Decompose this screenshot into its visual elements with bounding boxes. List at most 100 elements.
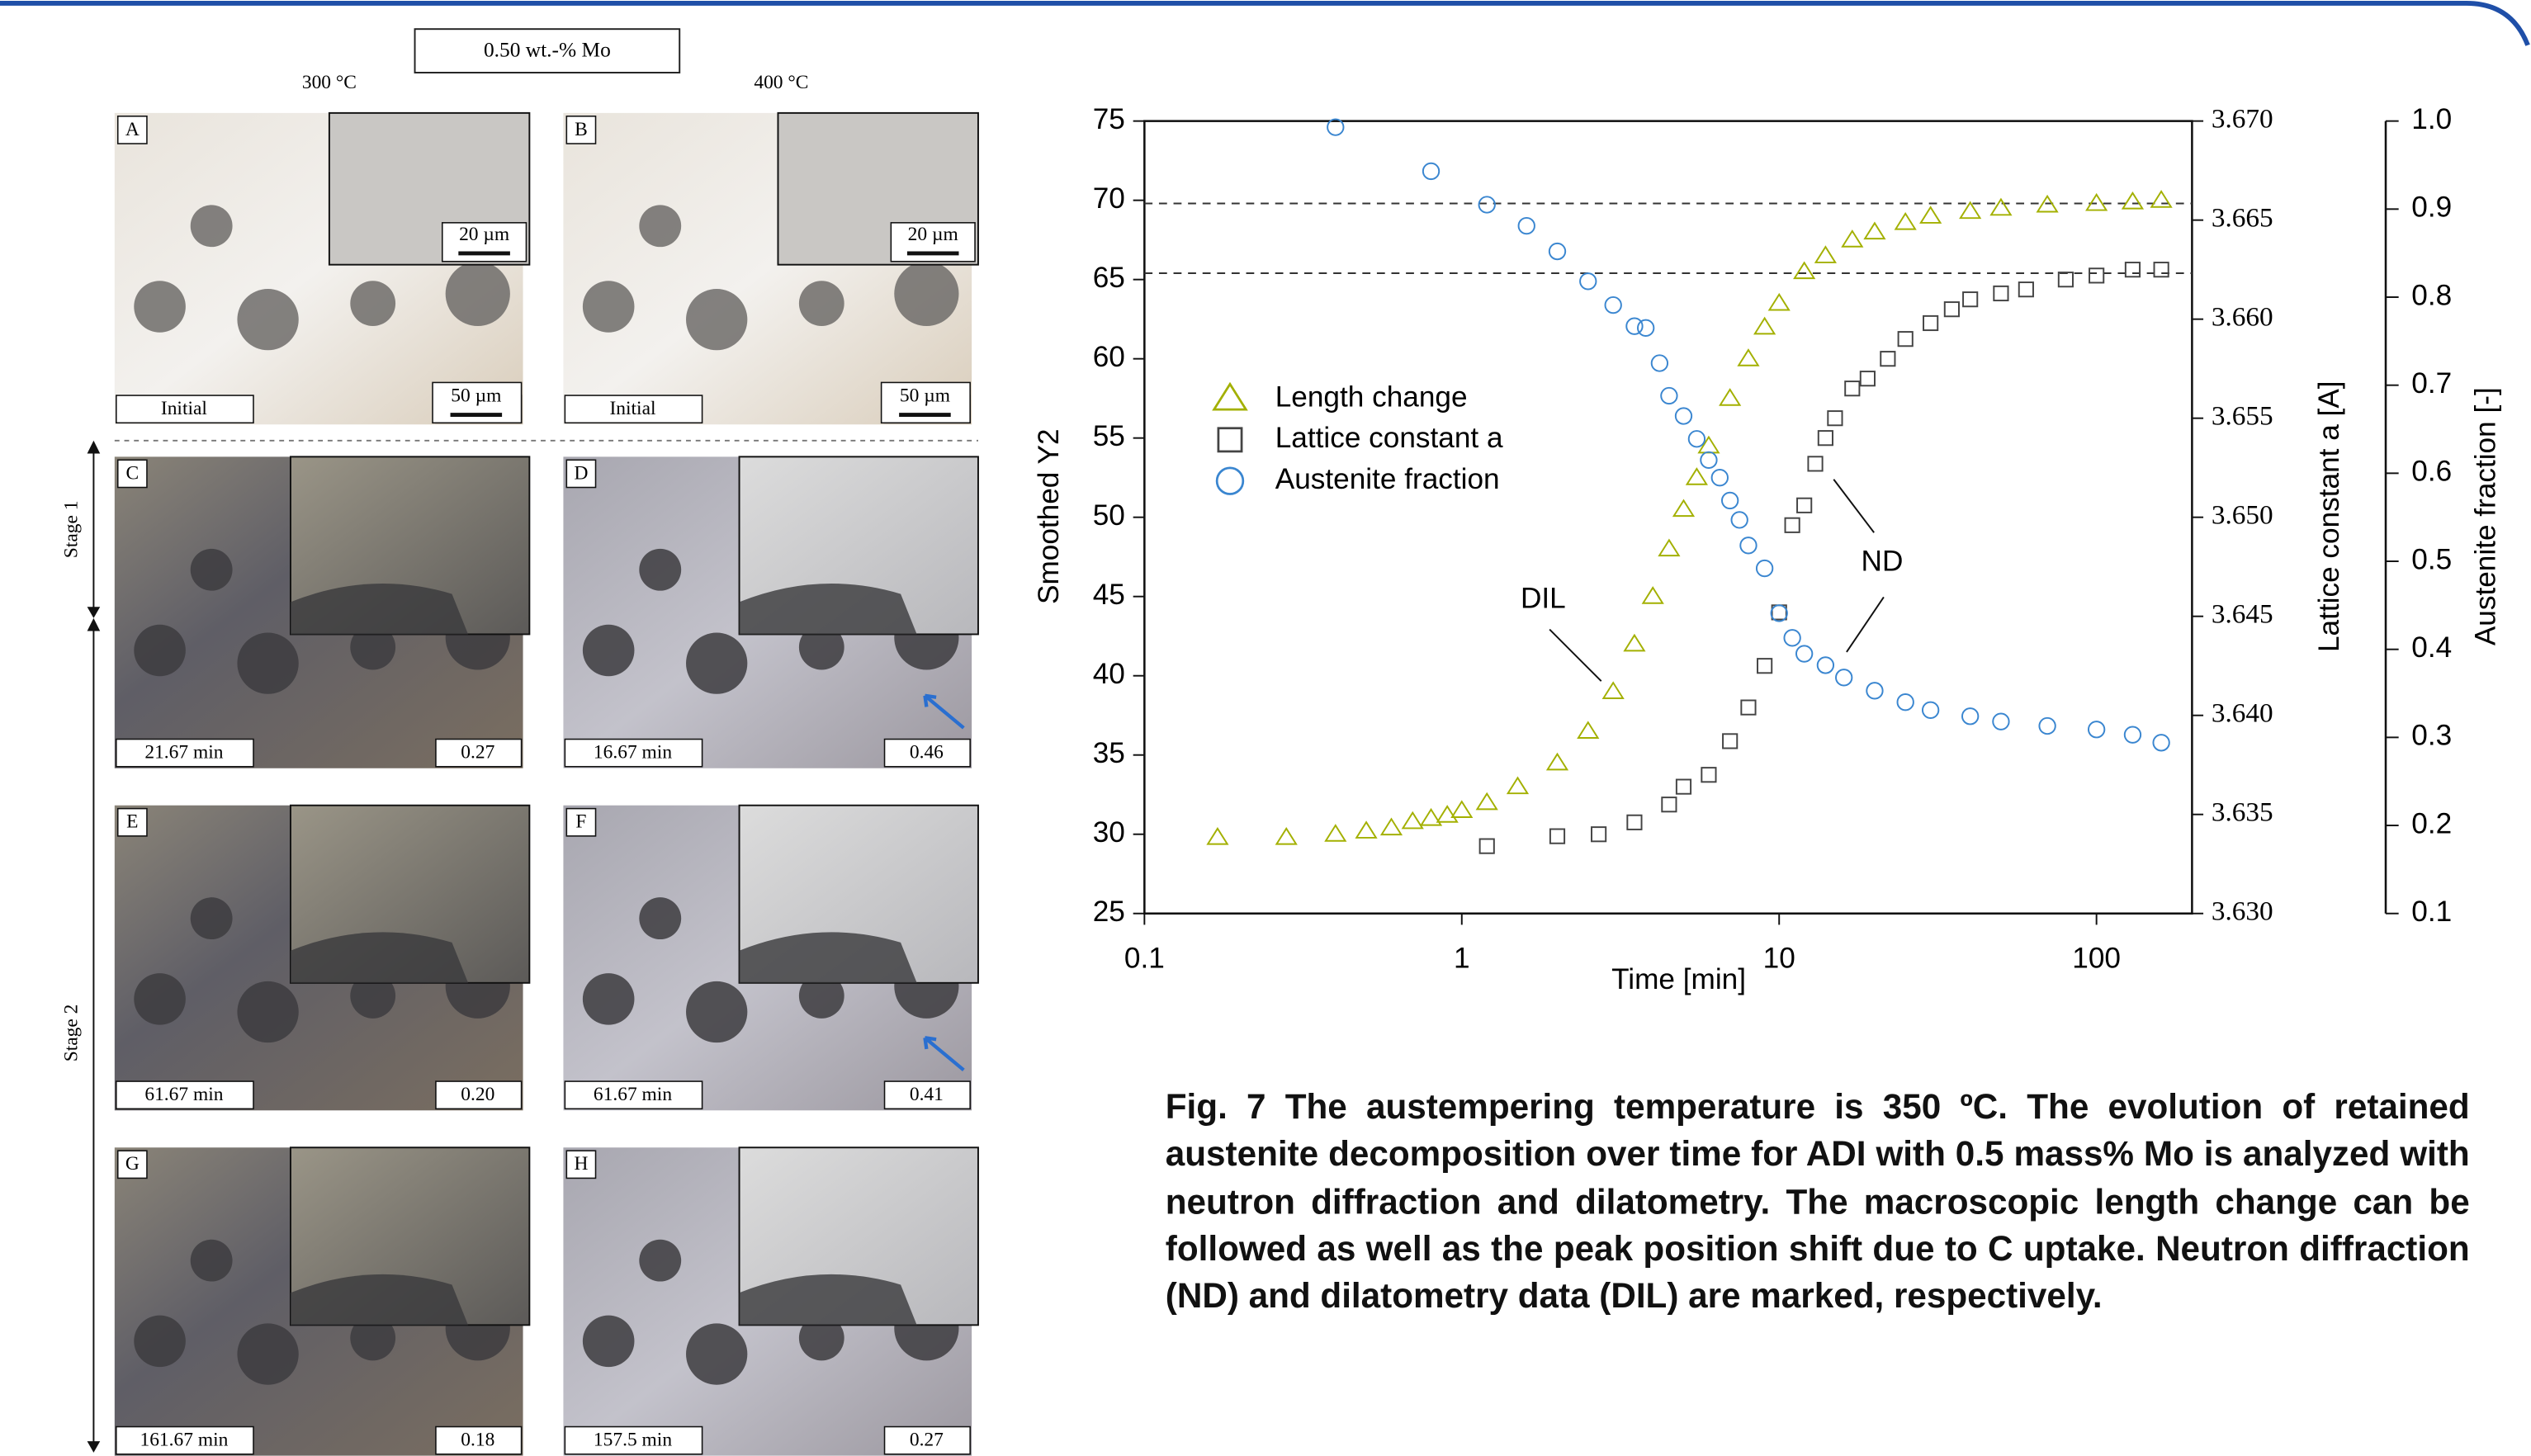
y-tick-label: 55: [1093, 420, 1125, 452]
inset-dark-region: [290, 932, 469, 983]
data-point: [1739, 537, 1758, 555]
micrograph-panel: D 16.67 min 0.46: [563, 456, 979, 768]
legend-label: Austenite fraction: [1275, 463, 1500, 495]
data-point: [1770, 604, 1788, 622]
panel-value-box: [435, 1425, 523, 1455]
data-point: [1722, 733, 1739, 749]
graphite-nodule: [798, 973, 844, 1019]
data-point: [1275, 826, 1298, 845]
composition-box: [414, 28, 681, 73]
legend-marker: [1215, 466, 1245, 495]
panel-fraction: 0.27: [910, 1430, 944, 1451]
panel-value-box: [435, 738, 523, 768]
data-point: [1755, 559, 1774, 578]
data-point: [1517, 216, 1535, 235]
data-point: [1601, 681, 1625, 699]
composition-label: 0.50 wt.-% Mo: [484, 38, 611, 61]
y-tick-label: 75: [1093, 103, 1125, 135]
y3-tick-label: 0.6: [2411, 456, 2452, 488]
panel-label: 61.67 min: [594, 1084, 672, 1105]
panel-letter: G: [125, 1153, 140, 1175]
panel-label-box: [564, 395, 703, 424]
y-tick-label: 50: [1093, 499, 1125, 532]
data-point: [2152, 734, 2170, 752]
y-tick-label: 35: [1093, 737, 1125, 769]
panel-label: Initial: [609, 398, 655, 419]
y3-tick-label: 0.7: [2411, 367, 2452, 399]
y2-axis-title: Lattice constant a [A]: [2313, 381, 2345, 652]
data-point: [1672, 499, 1696, 518]
data-point: [1943, 301, 1960, 318]
y2-tick-label: 3.650: [2212, 499, 2273, 530]
panel-label: 61.67 min: [144, 1084, 223, 1105]
y2-tick-label: 3.670: [2212, 103, 2273, 134]
data-point: [1767, 292, 1791, 311]
blue-arrow: [923, 1036, 965, 1072]
panel-value-box: [435, 1080, 523, 1110]
graphite-nodule: [639, 897, 682, 940]
data-point: [1796, 497, 1813, 513]
panel-fraction: 0.41: [910, 1084, 944, 1105]
y2-tick-label: 3.655: [2212, 400, 2273, 431]
y-tick-label: 40: [1093, 658, 1125, 690]
micrograph-panel: H 157.5 min 0.27: [563, 1146, 979, 1456]
y3-tick-label: 1.0: [2411, 103, 2452, 135]
data-point: [2087, 721, 2106, 739]
graphite-nodule: [686, 981, 748, 1043]
data-point: [1379, 817, 1403, 836]
inset-scale-label: 20 µm: [908, 224, 958, 245]
data-point: [1658, 538, 1681, 557]
graphite-nodule: [445, 261, 510, 326]
y3-tick-label: 0.2: [2411, 807, 2452, 839]
data-point: [1737, 348, 1760, 366]
panel-letter: H: [574, 1153, 588, 1175]
graphite-nodule: [798, 624, 844, 670]
y2-tick-label: 3.665: [2212, 202, 2273, 233]
graphite-nodule: [639, 1239, 682, 1282]
annotation-leader: [1549, 628, 1602, 682]
data-point: [1961, 707, 1980, 726]
panel-fraction: 0.20: [461, 1084, 494, 1105]
panel-label-box: [116, 1080, 254, 1110]
panel-letter: A: [125, 119, 140, 140]
data-point: [1355, 820, 1378, 839]
panel-letter-box: [565, 459, 597, 489]
y-tick-label: 25: [1093, 896, 1125, 928]
data-point: [1844, 381, 1861, 397]
x-tick-label: 10: [1763, 943, 1795, 975]
data-point: [2121, 191, 2145, 210]
data-point: [1506, 776, 1530, 795]
data-point: [2018, 281, 2034, 298]
data-point: [1623, 633, 1646, 652]
x-axis-title: Time [min]: [1611, 963, 1746, 995]
graphite-nodule: [350, 973, 396, 1019]
graphite-nodule: [350, 624, 396, 670]
data-point: [2038, 716, 2056, 735]
legend-label: Length change: [1275, 381, 1468, 413]
graphite-nodule: [582, 624, 635, 677]
annotation: DIL: [1521, 583, 1566, 615]
data-point: [1807, 456, 1824, 472]
panel-value-box: [883, 1425, 971, 1455]
data-point: [1701, 767, 1717, 783]
panel-value-box: [880, 381, 971, 424]
data-point: [1753, 316, 1776, 335]
y-axis-title: Smoothed Y2: [1033, 428, 1065, 604]
graphite-nodule: [894, 261, 959, 326]
data-point: [2085, 192, 2108, 211]
micrograph-panel: G 161.67 min 0.18: [114, 1146, 531, 1456]
data-point: [1626, 814, 1643, 830]
panel-value-box: [883, 738, 971, 768]
data-point: [1206, 826, 1229, 845]
annotation-leader: [1846, 596, 1885, 653]
graphite-nodule: [190, 205, 233, 248]
inset-dark-region: [739, 584, 917, 635]
graphite-nodule: [134, 973, 186, 1025]
panel-fraction: 0.46: [910, 742, 944, 763]
panel-letter-box: [116, 807, 148, 837]
page-frame: [0, 0, 2530, 46]
data-point: [1835, 669, 1853, 687]
graphite-nodule: [350, 1315, 396, 1361]
micrograph-panel: A Initial 50 µm 20 µm: [114, 111, 531, 425]
